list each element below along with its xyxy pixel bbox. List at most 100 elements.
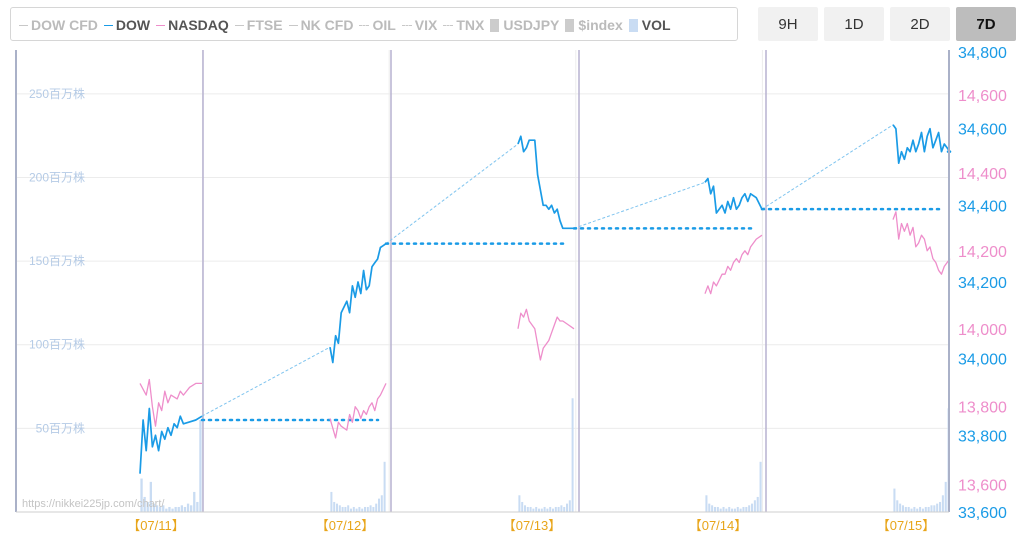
range-2d-button[interactable]: 2D <box>890 7 950 41</box>
legend-item-tnx[interactable]: TNX <box>443 17 484 33</box>
volume-bar <box>921 508 924 512</box>
volume-bar <box>143 496 146 512</box>
volume-bar <box>899 503 902 512</box>
legend-swatch <box>565 18 575 32</box>
volume-bar <box>155 505 159 512</box>
volume-bar <box>904 506 907 512</box>
legend-item-dow[interactable]: DOW <box>103 17 151 33</box>
nasdaq-tick-label: 14,000 <box>958 322 1007 339</box>
volume-bar <box>177 506 180 512</box>
legend-item-vol[interactable]: VOL <box>628 17 671 33</box>
legend-label: $index <box>578 17 623 33</box>
date-label: 【07/14】 <box>689 518 748 533</box>
volume-bar <box>924 506 927 512</box>
volume-bar <box>524 505 526 512</box>
legend-item-oil[interactable]: OIL <box>359 17 396 33</box>
volume-bar <box>347 505 350 512</box>
volume-bar <box>554 506 557 512</box>
legend-label: DOW <box>115 17 151 33</box>
volume-bar <box>183 506 187 512</box>
volume-bar <box>196 501 199 512</box>
legend-label: NASDAQ <box>168 17 229 33</box>
volume-bar <box>930 505 933 512</box>
volume-bar <box>159 506 162 512</box>
volume-bar <box>193 491 196 512</box>
volume-tick-label: 200百万株 <box>29 169 85 184</box>
legend-label: USDJPY <box>503 17 560 33</box>
dow-line <box>517 135 574 230</box>
volume-bar <box>733 508 736 512</box>
legend-item-index[interactable]: $index <box>565 17 623 33</box>
volume-bar <box>344 506 347 512</box>
dow-tick-label: 34,800 <box>958 45 1007 62</box>
legend-item-nasdaq[interactable]: NASDAQ <box>156 17 229 33</box>
volume-bar <box>927 506 930 512</box>
volume-bar <box>722 506 725 512</box>
range-7d-button[interactable]: 7D <box>956 7 1016 41</box>
volume-bar <box>535 506 538 512</box>
volume-bar <box>742 506 745 512</box>
range-9h-button[interactable]: 9H <box>758 7 818 41</box>
volume-bar <box>171 508 174 512</box>
dow-tick-label: 34,400 <box>958 198 1007 215</box>
volume-bar <box>705 495 708 512</box>
volume-bar <box>557 506 560 512</box>
volume-bar <box>896 500 899 512</box>
gap-connector <box>573 181 706 229</box>
legend-label: FTSE <box>246 17 283 33</box>
volume-bar <box>199 420 202 512</box>
volume-bar <box>355 508 358 512</box>
volume-bar <box>713 506 716 512</box>
legend-swatch <box>443 24 454 26</box>
gap-connector <box>385 143 519 245</box>
volume-bar <box>708 503 711 512</box>
volume-bar <box>552 508 554 512</box>
dow-tick-label: 34,000 <box>958 352 1007 369</box>
legend-label: NK CFD <box>300 17 354 33</box>
dow-line <box>329 242 387 364</box>
volume-bar <box>165 508 168 512</box>
legend-item-ftse[interactable]: FTSE <box>234 17 283 33</box>
legend-swatch <box>288 24 298 26</box>
nasdaq-line <box>704 234 763 295</box>
volume-bar <box>910 508 913 512</box>
date-label: 【07/12】 <box>316 518 375 533</box>
volume-bar <box>361 508 364 512</box>
volume-bar <box>919 506 922 512</box>
legend-swatch <box>628 18 638 32</box>
legend-label: OIL <box>372 17 396 33</box>
dow-tick-label: 34,200 <box>958 275 1007 292</box>
volume-bar <box>186 503 190 512</box>
legend-item-dow-cfd[interactable]: DOW CFD <box>19 17 98 33</box>
volume-bar <box>375 503 378 512</box>
nasdaq-series <box>139 211 951 439</box>
range-1d-button[interactable]: 1D <box>824 7 884 41</box>
legend-item-nk-cfd[interactable]: NK CFD <box>288 17 354 33</box>
volume-bar <box>369 505 372 512</box>
axis-frame <box>15 50 950 513</box>
day-separators <box>202 50 767 512</box>
volume-bar <box>751 503 754 512</box>
legend-swatch <box>19 24 28 26</box>
volume-bar <box>352 506 355 512</box>
legend-item-vix[interactable]: VIX <box>401 17 437 33</box>
volume-bar <box>731 508 734 512</box>
volume-bar <box>338 505 341 512</box>
volume-bar <box>529 506 532 512</box>
nasdaq-line <box>517 308 575 361</box>
volume-bar <box>549 506 552 512</box>
date-label: 【07/13】 <box>503 518 562 533</box>
volume-bar <box>566 503 568 512</box>
date-label: 【07/11】 <box>127 518 185 533</box>
legend-swatch <box>103 24 113 26</box>
volume-bar <box>939 501 942 512</box>
legend-item-usdjpy[interactable]: USDJPY <box>490 17 559 33</box>
legend-swatch <box>156 24 166 26</box>
nasdaq-tick-label: 14,200 <box>958 244 1007 261</box>
volume-bar <box>378 498 380 512</box>
volume-bar <box>933 505 936 512</box>
nasdaq-tick-label: 13,600 <box>958 478 1007 495</box>
dow-tick-label: 33,600 <box>958 505 1007 522</box>
volume-bar <box>913 506 916 512</box>
